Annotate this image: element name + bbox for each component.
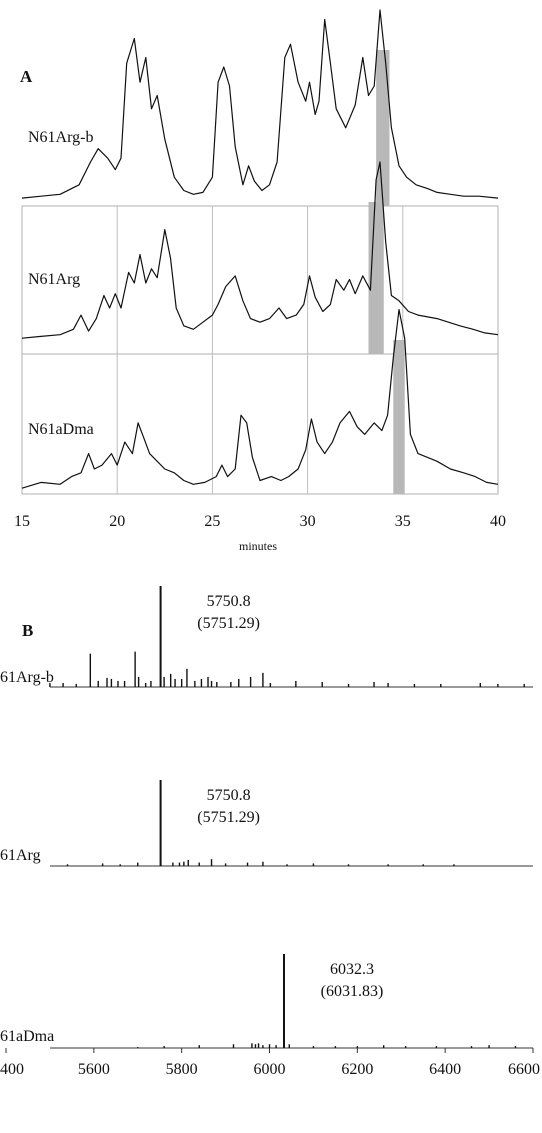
- trace-labels: N61Arg-b N61Arg N61aDma: [28, 129, 94, 438]
- x-tick-label: 6600: [508, 1061, 540, 1078]
- panel-b: B 61Arg-b 5750.8 (5751.29) 61Arg 5750.8 (5751…: [0, 586, 540, 1078]
- peak-calc-label: (6031.83): [321, 983, 384, 1000]
- trace-n61adma: [21, 309, 499, 489]
- peak-mass-label: 5750.8: [207, 787, 251, 804]
- spectrum-label: 61Arg: [0, 847, 41, 864]
- spectrum-61arg-b: 61Arg-b 5750.8 (5751.29): [0, 586, 533, 688]
- x-axis-label: minutes: [239, 539, 277, 553]
- x-tick-label: 400: [0, 1061, 24, 1078]
- spectrum-61adma: 61aDma 6032.3 (6031.83): [0, 954, 533, 1049]
- spectrum-label: 61Arg-b: [0, 669, 54, 686]
- x-tick-label: 6000: [254, 1061, 286, 1078]
- trace-label: N61Arg: [28, 271, 80, 288]
- mass-spectra: 61Arg-b 5750.8 (5751.29) 61Arg 5750.8 (5751.2…: [0, 586, 533, 1049]
- highlight-bands: [368, 50, 405, 494]
- chromatogram-grid: [21, 205, 499, 495]
- plot-frame: [21, 205, 499, 495]
- panel-b-label: B: [22, 621, 33, 640]
- panel-a-label: A: [20, 67, 33, 86]
- x-tick-label: 40: [490, 513, 506, 530]
- trace-n61arg: [21, 161, 499, 339]
- highlight-band: [376, 50, 390, 206]
- highlight-band: [368, 202, 384, 354]
- trace-label: N61aDma: [28, 421, 94, 438]
- x-tick-label: 6400: [429, 1061, 461, 1078]
- x-tick-label: 15: [14, 513, 30, 530]
- spectrum-61arg: 61Arg 5750.8 (5751.29): [0, 780, 533, 867]
- x-tick-label: 20: [109, 513, 125, 530]
- x-tick-label: 6200: [341, 1061, 373, 1078]
- x-tick-label: 5800: [166, 1061, 198, 1078]
- peak-mass-label: 6032.3: [330, 961, 374, 978]
- spectrum-label: 61aDma: [0, 1028, 54, 1045]
- mass-axis-ticks: 400 5600 5800 6000 6200 6400 6600: [0, 1048, 540, 1078]
- x-tick-label: 35: [395, 513, 411, 530]
- peak-calc-label: (5751.29): [197, 615, 260, 632]
- x-axis-ticks: 15 20 25 30 35 40: [14, 513, 506, 530]
- peak-mass-label: 5750.8: [207, 593, 251, 610]
- x-tick-label: 5600: [78, 1061, 110, 1078]
- panel-a: A N61Arg-b N61Arg N61aDma 15 20 25 30 35 40 min…: [14, 9, 506, 553]
- trace-label: N61Arg-b: [28, 129, 93, 146]
- x-tick-label: 25: [204, 513, 220, 530]
- x-tick-label: 30: [300, 513, 316, 530]
- chromatogram-traces: [21, 9, 499, 489]
- peak-calc-label: (5751.29): [197, 809, 260, 826]
- trace-n61arg-b: [21, 9, 499, 199]
- highlight-band: [393, 340, 405, 494]
